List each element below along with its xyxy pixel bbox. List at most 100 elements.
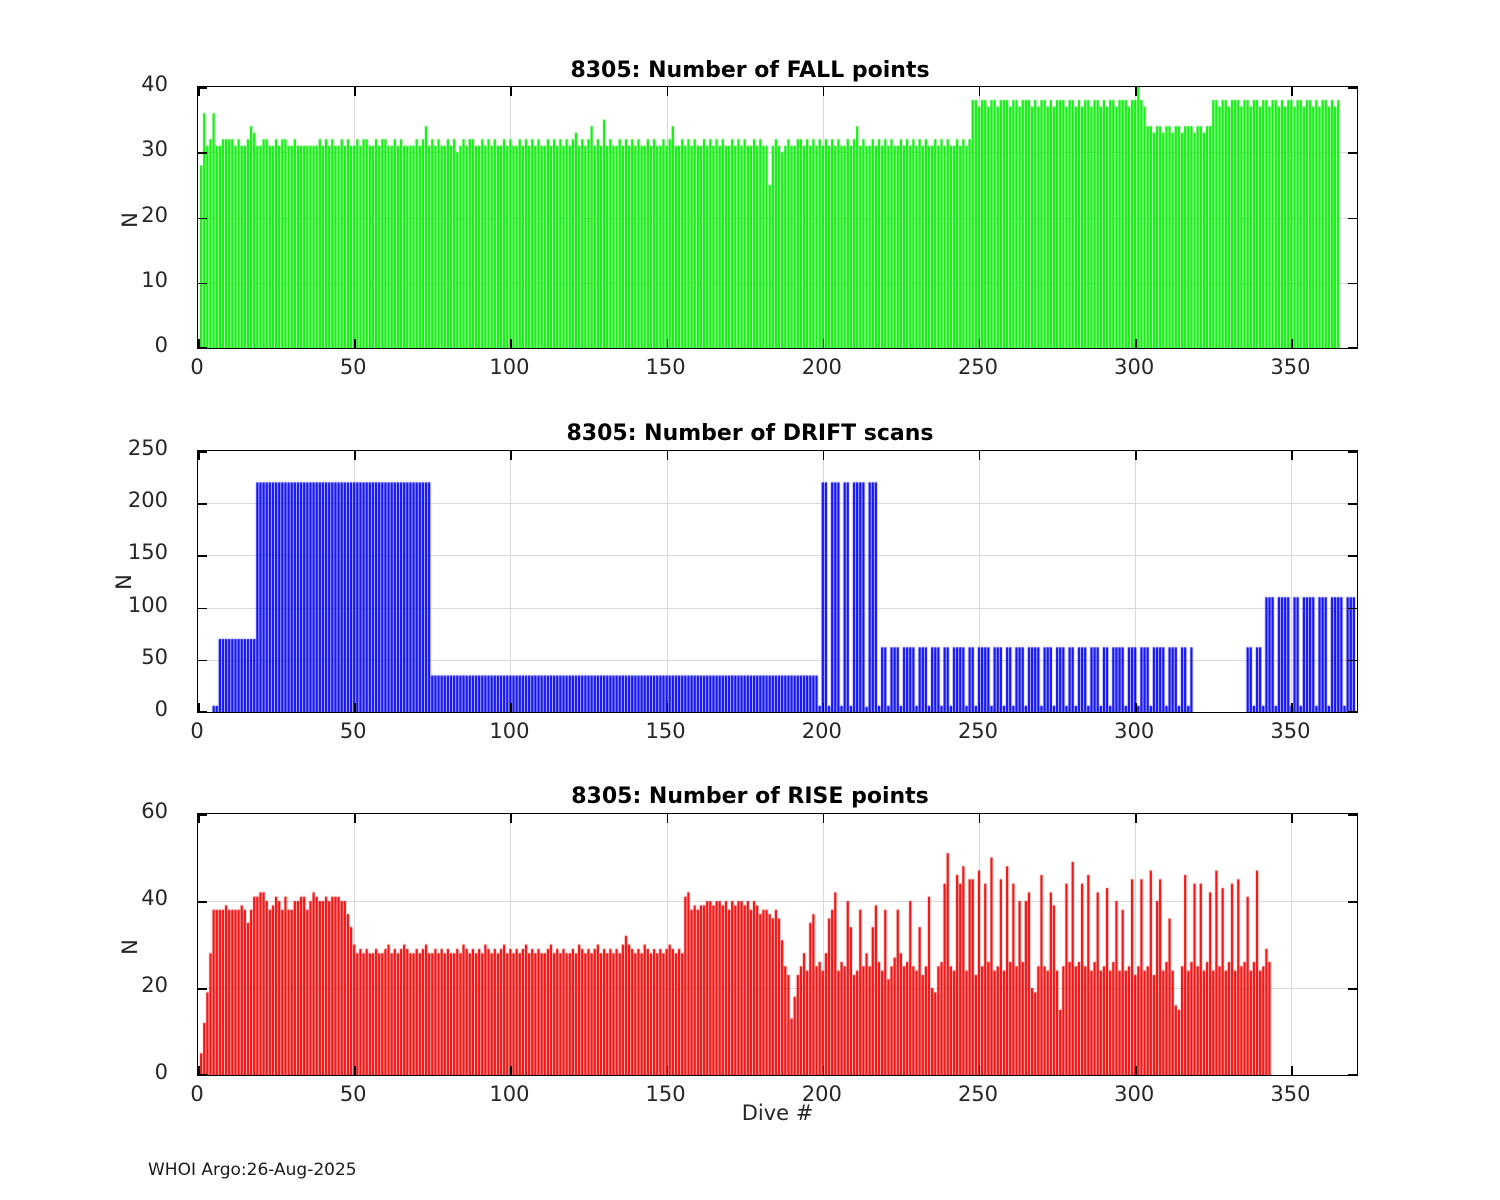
y-tickmark xyxy=(198,217,207,219)
x-tickmark xyxy=(354,87,356,96)
y-tick-label: 50 xyxy=(141,644,168,669)
x-tick-label: 50 xyxy=(339,355,367,379)
bar-series xyxy=(198,451,1357,712)
fall-plot-area xyxy=(197,86,1358,349)
x-tick-label: 250 xyxy=(957,1082,999,1106)
x-tick-label: 0 xyxy=(190,1082,204,1106)
y-tick-label: 150 xyxy=(127,540,168,565)
x-tick-label: 50 xyxy=(339,719,367,743)
y-tickmark xyxy=(1348,346,1357,348)
x-tick-label: 200 xyxy=(801,719,842,743)
x-tickmark xyxy=(1291,703,1293,712)
drift-plot-area xyxy=(197,450,1358,713)
panel-fall: 8305: Number of FALL points N xyxy=(0,0,1500,390)
x-tickmark xyxy=(822,703,825,712)
x-tickmark xyxy=(666,703,669,712)
y-tickmark xyxy=(198,1073,207,1075)
x-tickmark xyxy=(1291,451,1293,460)
rise-y-axis-label: N xyxy=(118,939,142,955)
x-tick-label: 250 xyxy=(957,355,999,379)
x-tickmark xyxy=(198,87,200,96)
x-tickmark xyxy=(1135,451,1137,460)
y-tickmark xyxy=(1348,217,1357,219)
x-tickmark xyxy=(978,451,981,460)
x-tickmark xyxy=(1135,703,1137,712)
y-tickmark xyxy=(198,659,207,662)
y-tick-label: 200 xyxy=(127,488,168,513)
x-tickmark xyxy=(822,1066,825,1075)
y-tick-label: 100 xyxy=(127,592,168,617)
y-tick-label: 0 xyxy=(154,697,168,721)
x-tickmark xyxy=(510,451,512,460)
x-tickmark xyxy=(1291,339,1293,348)
x-tick-label: 300 xyxy=(1114,719,1155,743)
x-tickmark xyxy=(354,1066,356,1075)
x-tickmark xyxy=(198,339,200,348)
y-tickmark xyxy=(198,988,207,990)
y-tickmark xyxy=(1348,87,1357,89)
y-tickmark xyxy=(198,555,207,557)
x-tickmark xyxy=(978,1066,981,1075)
x-tickmark xyxy=(666,1066,669,1075)
x-tickmark xyxy=(354,339,356,348)
y-tickmark xyxy=(198,503,207,505)
y-tickmark xyxy=(1348,1073,1357,1075)
y-tick-label: 0 xyxy=(154,333,168,357)
y-tickmark xyxy=(198,346,207,348)
y-tickmark xyxy=(1348,607,1357,610)
x-tickmark xyxy=(666,87,669,96)
x-tickmark xyxy=(822,87,825,96)
bar-series xyxy=(198,87,1357,348)
rise-chart-title: 8305: Number of RISE points xyxy=(571,784,929,809)
bar-series xyxy=(198,814,1357,1075)
x-tickmark xyxy=(510,87,512,96)
x-tick-label: 300 xyxy=(1114,1082,1155,1106)
footer-credit: WHOI Argo:26-Aug-2025 xyxy=(148,1160,357,1180)
rise-plot-area xyxy=(197,813,1358,1076)
y-tick-label: 40 xyxy=(141,886,168,910)
x-tickmark xyxy=(198,1066,200,1075)
y-tick-label: 60 xyxy=(141,799,168,823)
y-tick-label: 10 xyxy=(141,267,168,292)
x-tickmark xyxy=(510,703,512,712)
y-tickmark xyxy=(1348,152,1357,154)
x-tick-label: 350 xyxy=(1270,1082,1311,1106)
y-tickmark xyxy=(198,87,207,89)
x-tick-label: 150 xyxy=(645,1082,686,1106)
y-tick-label: 20 xyxy=(141,973,168,997)
x-tickmark xyxy=(354,451,356,460)
x-tickmark xyxy=(510,1066,512,1075)
x-tick-label: 100 xyxy=(489,1082,530,1106)
x-tick-label: 50 xyxy=(339,1082,367,1106)
x-tickmark xyxy=(198,814,200,823)
x-tick-label: 200 xyxy=(801,1082,842,1106)
y-tickmark xyxy=(1348,710,1357,712)
x-tick-label: 200 xyxy=(801,355,842,379)
x-tickmark xyxy=(666,339,669,348)
panel-rise: 8305: Number of RISE points N Dive # xyxy=(0,0,1500,1125)
x-tickmark xyxy=(198,703,200,712)
panel-drift: 8305: Number of DRIFT scans N xyxy=(0,0,1500,713)
x-tick-label: 250 xyxy=(957,719,999,743)
x-tickmark xyxy=(510,339,512,348)
y-tickmark xyxy=(1348,814,1357,816)
y-tickmark xyxy=(198,607,207,610)
y-tickmark xyxy=(1348,901,1357,903)
fall-chart-title: 8305: Number of FALL points xyxy=(570,58,930,83)
x-tickmark xyxy=(1291,814,1293,823)
x-axis-label: Dive # xyxy=(741,1101,814,1125)
x-tickmark xyxy=(1291,87,1293,96)
x-tick-label: 350 xyxy=(1270,355,1311,379)
x-tick-label: 350 xyxy=(1270,719,1311,743)
x-tick-label: 100 xyxy=(489,719,530,743)
x-tickmark xyxy=(978,339,981,348)
x-tickmark xyxy=(510,814,512,823)
y-tickmark xyxy=(1348,282,1357,285)
x-tickmark xyxy=(978,87,981,96)
y-tick-label: 40 xyxy=(141,72,168,96)
x-tickmark xyxy=(354,703,356,712)
x-tickmark xyxy=(1135,87,1137,96)
y-tickmark xyxy=(198,451,207,453)
y-tickmark xyxy=(198,814,207,816)
x-tickmark xyxy=(666,814,669,823)
